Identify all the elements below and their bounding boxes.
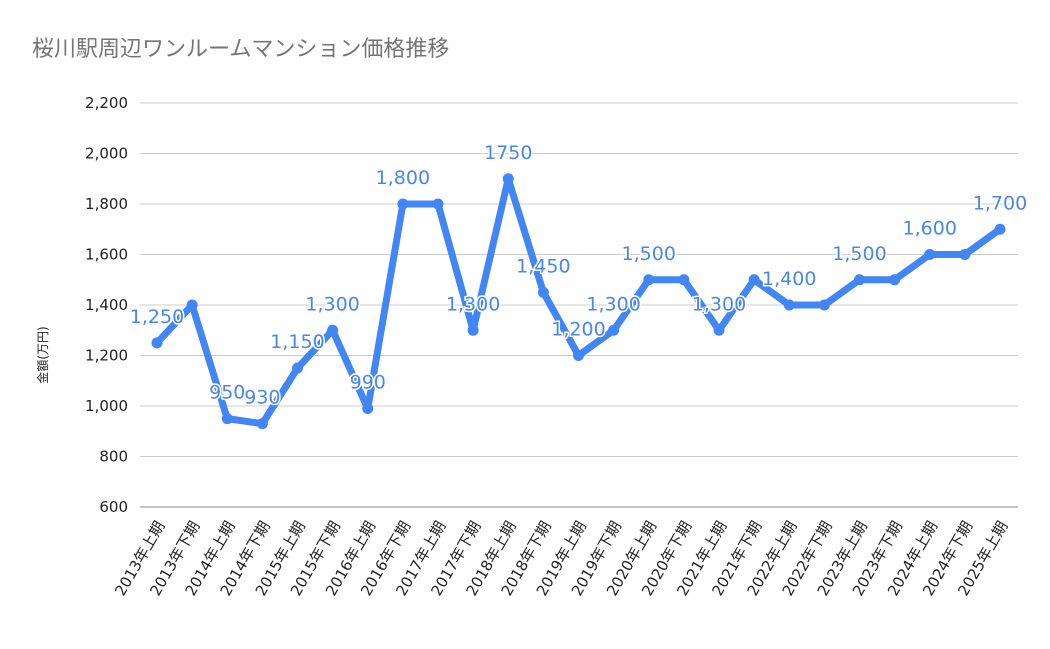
data-point [783, 299, 795, 311]
data-point [643, 274, 655, 286]
y-tick-label: 1,200 [85, 347, 128, 365]
chart-title: 桜川駅周辺ワンルームマンション価格推移 [32, 37, 449, 62]
y-tick-label: 1,000 [85, 397, 128, 415]
data-point [467, 324, 479, 336]
data-label: 1,300 [692, 293, 746, 315]
data-label: 990 [350, 372, 386, 394]
data-label: 1750 [484, 142, 532, 164]
y-axis-label: 金額(万円) [35, 326, 50, 383]
data-point [924, 249, 936, 260]
data-point [818, 299, 830, 311]
data-label: 1,400 [762, 268, 816, 290]
data-point [748, 274, 760, 286]
data-point [854, 274, 865, 286]
data-label: 1,500 [832, 243, 886, 265]
data-label: 1,250 [130, 306, 184, 328]
data-point [573, 350, 584, 361]
data-label: 1,300 [305, 293, 359, 315]
data-point [994, 223, 1006, 235]
y-tick-label: 2,200 [85, 94, 128, 112]
data-label: 930 [244, 387, 280, 409]
data-point [889, 274, 901, 286]
data-label: 1,450 [516, 255, 570, 277]
data-point [221, 413, 233, 425]
data-label: 1,500 [622, 243, 676, 265]
data-point [608, 324, 620, 336]
y-tick-label: 1,600 [85, 246, 128, 264]
data-label: 1,700 [973, 192, 1027, 214]
data-point [537, 286, 549, 298]
data-label: 1,800 [376, 167, 430, 189]
data-point [362, 403, 374, 415]
series-line [153, 175, 1004, 428]
y-tick-label: 1,800 [85, 195, 128, 213]
data-point [397, 198, 409, 210]
data-point [292, 362, 303, 374]
data-point [432, 198, 444, 210]
data-point [327, 324, 339, 336]
y-tick-label: 2,000 [85, 145, 128, 163]
data-label: 950 [209, 382, 245, 404]
data-point [151, 337, 163, 349]
data-point [502, 173, 514, 185]
data-point [959, 249, 971, 260]
data-label: 1,300 [586, 293, 640, 315]
data-label: 1,150 [270, 331, 324, 353]
data-label: 1,600 [903, 218, 957, 240]
data-point [186, 299, 198, 311]
data-point [256, 418, 268, 430]
y-tick-label: 800 [99, 448, 128, 466]
data-label: 1,200 [551, 319, 605, 341]
data-point [678, 274, 690, 286]
y-tick-label: 600 [99, 498, 128, 516]
data-label: 1,300 [446, 293, 500, 315]
y-tick-label: 1,400 [85, 296, 128, 314]
data-point [713, 324, 725, 336]
